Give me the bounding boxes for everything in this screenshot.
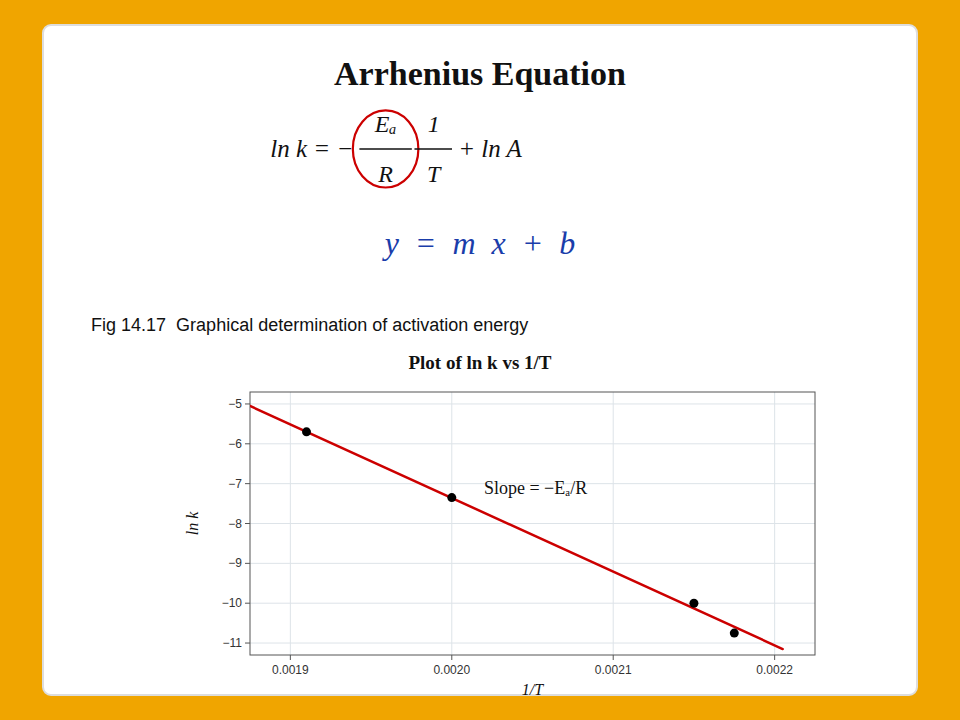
chart: Arrhenius Equation ln k = − Eₐ R 1 T + ln A y =…	[0, 0, 960, 720]
formula-numerator: Eₐ	[374, 111, 397, 137]
data-point	[689, 599, 698, 608]
tick-mark	[245, 403, 250, 404]
tick-label: −8	[228, 517, 242, 531]
tick-label: −9	[228, 556, 242, 570]
tick-mark	[245, 603, 250, 604]
tick-label: −6	[228, 437, 242, 451]
tick-mark	[290, 655, 291, 660]
formula-denominator: R	[377, 161, 393, 187]
fraction-bar	[359, 148, 411, 149]
tick-label: 0.0020	[433, 663, 470, 677]
grid-line	[250, 603, 815, 604]
data-point	[447, 493, 456, 502]
tick-mark	[245, 643, 250, 644]
linear-form: y = m x + b	[382, 225, 576, 261]
tick-mark	[245, 443, 250, 444]
highlight-circle	[353, 110, 419, 187]
formula-denominator: T	[427, 161, 442, 187]
tick-mark	[451, 655, 452, 660]
grid-line	[250, 523, 815, 524]
data-point	[302, 427, 311, 436]
data-point	[730, 629, 739, 638]
formula-part: + ln A	[458, 135, 522, 162]
formula-numerator: 1	[428, 111, 440, 137]
title: Arrhenius Equation	[334, 55, 626, 92]
grid-line	[250, 563, 815, 564]
tick-label: 0.0019	[272, 663, 309, 677]
fraction-bar	[414, 148, 452, 149]
tick-mark	[245, 483, 250, 484]
grid-line	[250, 403, 815, 404]
background	[0, 0, 960, 720]
tick-mark	[245, 563, 250, 564]
fit-line	[250, 406, 783, 649]
y-axis-label: ln k	[184, 511, 201, 535]
axes: 0.0019 0.0020 0.0021 0.0022 −11 −10 −9 −8 −7 −6 −5	[222, 392, 815, 677]
x-axis-label: 1/T	[522, 681, 544, 698]
slope-label: Slope = −Eₐ/R	[484, 478, 587, 498]
plot-frame	[250, 392, 815, 655]
tick-label: 0.0022	[756, 663, 793, 677]
tick-label: −11	[223, 636, 243, 650]
tick-mark	[774, 655, 775, 660]
tick-mark	[613, 655, 614, 660]
grid-line	[250, 643, 815, 644]
plot-area	[250, 392, 815, 655]
panel	[43, 25, 917, 695]
caption: Fig 14.17 Graphical determination of act…	[91, 315, 528, 335]
formula-part: ln k = −	[270, 135, 353, 162]
tick-mark	[245, 523, 250, 524]
tick-label: −7	[228, 477, 242, 491]
plot-title: Plot of ln k vs 1/T	[408, 352, 551, 373]
tick-label: −5	[228, 397, 242, 411]
tick-label: −10	[222, 596, 243, 610]
data	[250, 406, 783, 649]
grid	[250, 392, 815, 655]
tick-label: 0.0021	[595, 663, 632, 677]
